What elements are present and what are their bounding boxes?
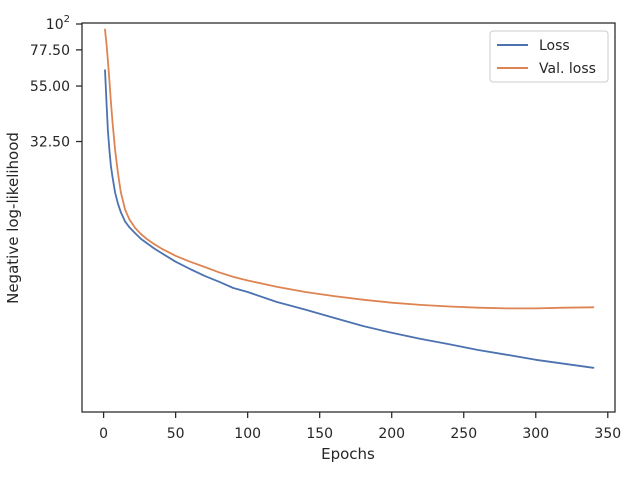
x-tick-label: 250 [450, 426, 477, 442]
x-axis-label: Epochs [321, 445, 375, 463]
y-axis: 32.50 55.00 77.50 [30, 43, 82, 151]
x-tick-label: 50 [167, 426, 185, 442]
series-line-1 [104, 28, 595, 310]
x-tick-label: 200 [378, 426, 405, 442]
x-axis: 0 50 100 150 200 250 300 350 [99, 412, 621, 442]
x-tick-label: 0 [99, 426, 108, 442]
series-line-0 [104, 69, 595, 369]
y-top-base: 10 [46, 17, 64, 33]
legend-box [489, 30, 609, 83]
y-tick-label: 32.50 [30, 135, 70, 151]
y-axis-label: Negative log-likelihood [4, 132, 22, 304]
x-tick-label: 150 [306, 426, 333, 442]
legend: Loss Val. loss [489, 30, 609, 83]
legend-label-1: Val. loss [539, 61, 596, 77]
x-tick-label: 300 [522, 426, 549, 442]
y-axis-top-tick: 102 [46, 14, 82, 33]
legend-label-0: Loss [539, 38, 570, 54]
x-tick-label: 350 [594, 426, 621, 442]
y-tick-label: 77.50 [30, 43, 70, 59]
plot-frame [81, 22, 616, 413]
y-tick-label-top: 102 [46, 14, 70, 33]
series-layer [104, 28, 595, 369]
y-tick-label: 55.00 [30, 79, 70, 95]
x-tick-label: 100 [234, 426, 261, 442]
y-top-exponent: 2 [64, 14, 70, 25]
